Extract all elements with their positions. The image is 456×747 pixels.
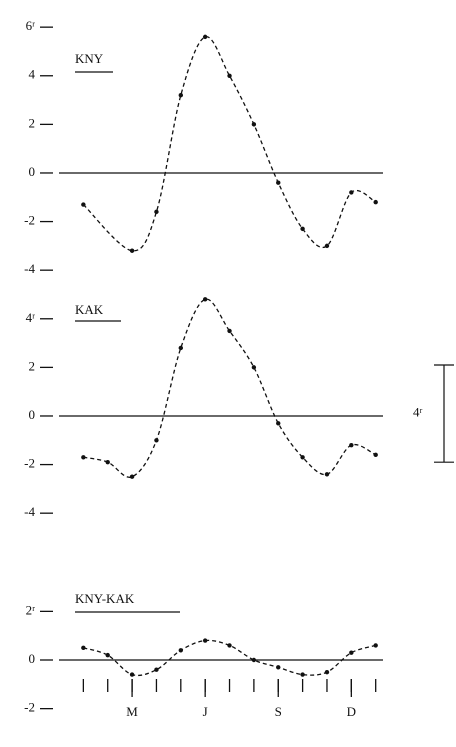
- y-tick-label: 4ʳ: [26, 310, 36, 325]
- data-point: [276, 421, 281, 426]
- y-tick-label: -2: [24, 456, 35, 471]
- y-tick-label: -2: [24, 213, 35, 228]
- data-point: [324, 472, 330, 477]
- curve: [82, 36, 377, 252]
- data-point: [154, 667, 159, 672]
- y-tick-label: 2ʳ: [26, 602, 36, 617]
- data-point: [276, 180, 281, 185]
- data-point: [373, 452, 378, 458]
- data-point: [349, 650, 354, 655]
- x-tick-label: M: [126, 704, 138, 719]
- x-tick-label: D: [347, 704, 356, 719]
- data-point: [178, 93, 184, 98]
- scale-label: 4ʳ: [413, 405, 423, 420]
- data-point: [227, 73, 232, 78]
- data-point: [129, 474, 135, 479]
- y-tick-label: 2: [29, 115, 36, 130]
- data-point: [178, 648, 184, 653]
- data-point: [300, 672, 305, 677]
- y-tick-label: -4: [24, 504, 35, 519]
- data-point: [81, 202, 86, 207]
- y-tick-label: 0: [29, 407, 36, 422]
- y-tick-label: -4: [24, 261, 35, 276]
- data-point: [324, 669, 330, 675]
- data-point: [373, 643, 378, 648]
- data-point: [129, 672, 135, 677]
- y-tick-label: 6ʳ: [26, 18, 36, 33]
- y-tick-label: 2: [29, 358, 36, 373]
- data-point: [202, 34, 208, 40]
- data-point: [105, 652, 110, 658]
- data-point: [349, 190, 354, 195]
- data-point: [349, 442, 354, 448]
- data-point: [276, 665, 281, 670]
- x-tick-label: J: [203, 704, 208, 719]
- data-point: [202, 297, 208, 302]
- y-tick-label: 0: [29, 651, 36, 666]
- data-point: [251, 365, 257, 370]
- data-point: [373, 199, 378, 205]
- curve: [83, 298, 376, 478]
- data-point: [129, 248, 135, 253]
- data-point: [178, 345, 184, 351]
- data-point: [251, 657, 257, 663]
- data-point: [227, 328, 232, 334]
- data-point: [324, 243, 330, 249]
- x-tick-label: S: [275, 704, 282, 719]
- y-tick-label: -2: [24, 700, 35, 715]
- data-point: [81, 455, 86, 460]
- panel-title: KAK: [75, 302, 104, 317]
- data-point: [105, 459, 110, 465]
- data-point: [300, 226, 305, 232]
- data-point: [227, 643, 232, 648]
- data-point: [81, 645, 86, 651]
- y-tick-label: 4: [29, 67, 36, 82]
- panel-title: KNY: [75, 51, 104, 66]
- data-point: [251, 122, 257, 127]
- y-tick-label: 0: [29, 164, 36, 179]
- data-point: [202, 638, 208, 643]
- data-point: [154, 438, 159, 443]
- data-point: [300, 455, 305, 460]
- panel-title: KNY-KAK: [75, 591, 135, 606]
- data-point: [154, 209, 159, 215]
